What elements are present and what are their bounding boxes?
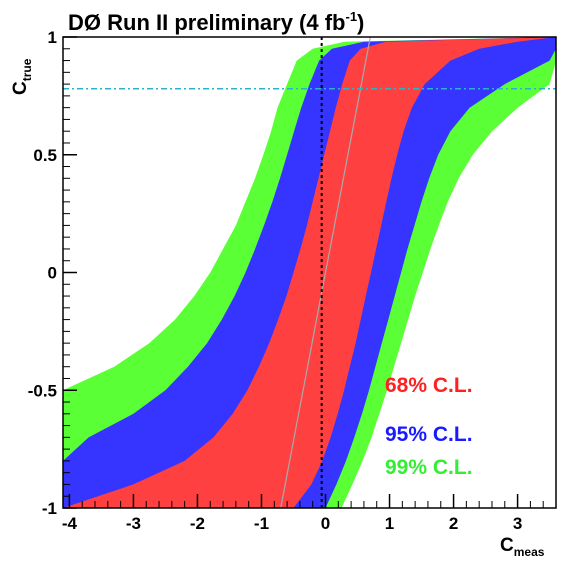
y-tick-label: 0	[48, 264, 57, 283]
x-tick-label: 2	[449, 514, 458, 533]
reference-lines	[63, 36, 556, 509]
x-tick-label: -4	[62, 514, 78, 533]
band-68-cl	[63, 37, 556, 508]
legend-entry-95: 95% C.L.	[385, 423, 473, 446]
confidence-bands	[63, 37, 556, 508]
y-tick-label: -0.5	[28, 381, 57, 400]
legend-entry-99: 99% C.L.	[385, 456, 473, 479]
y-axis-label: Ctrue	[10, 58, 34, 95]
legend-entry-68: 68% C.L.	[385, 374, 473, 397]
chart-title-superscript: -1	[345, 9, 357, 24]
y-tick-label: 1	[48, 28, 57, 47]
x-tick-label: 1	[385, 514, 394, 533]
x-tick-label: -3	[126, 514, 141, 533]
x-tick-label: 3	[513, 514, 522, 533]
x-tick-label: 0	[321, 514, 330, 533]
legend: 68% C.L. 95% C.L. 99% C.L.	[385, 374, 473, 479]
axis-ticks	[63, 36, 557, 509]
x-tick-label: -2	[190, 514, 205, 533]
chart-title: DØ Run II preliminary (4 fb-1)	[68, 9, 364, 35]
y-tick-label: 0.5	[33, 146, 57, 165]
median-line	[280, 36, 371, 509]
tick-labels: -4 -3 -2 -1 0 1 2 3 -1 -0.5 0 0.5 1	[28, 28, 523, 533]
y-tick-label: -1	[42, 499, 57, 518]
x-axis-label: Cmeas	[500, 535, 545, 559]
x-tick-label: -1	[254, 514, 269, 533]
